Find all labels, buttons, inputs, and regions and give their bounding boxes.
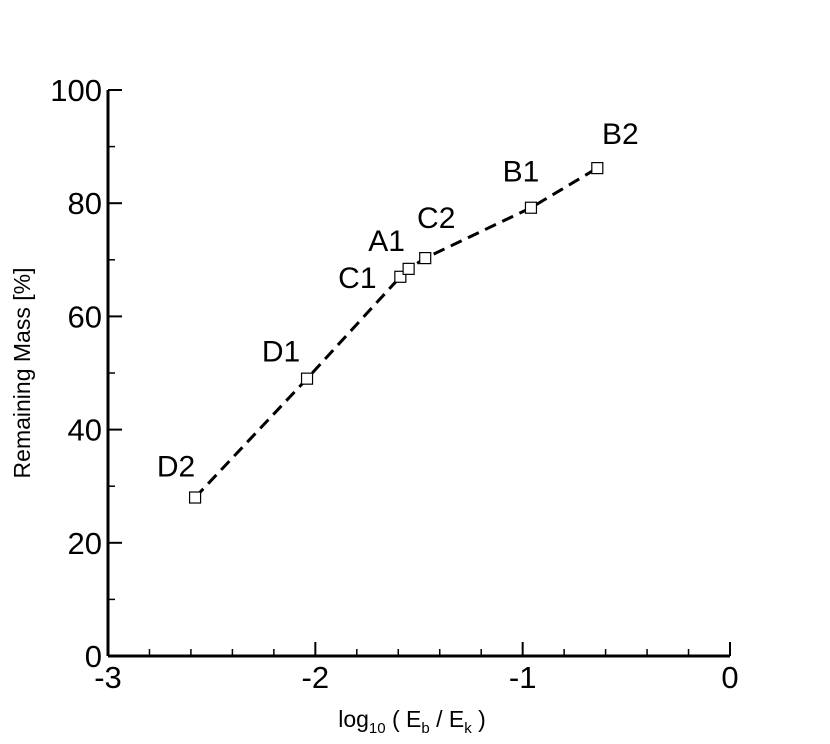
- x-title-subscript: k: [464, 720, 472, 737]
- y-tick-label: 80: [68, 186, 102, 221]
- y-tick-label: 100: [50, 73, 102, 108]
- point-label: B1: [503, 156, 540, 189]
- data-point: [591, 162, 604, 175]
- data-point: [188, 491, 202, 504]
- x-title-part: log: [338, 706, 369, 732]
- point-label: B2: [602, 118, 639, 151]
- data-point: [419, 252, 432, 265]
- point-label: D1: [262, 336, 300, 369]
- point-label: D2: [157, 451, 195, 484]
- x-title-part: ): [472, 706, 486, 732]
- y-tick-label: 60: [68, 299, 102, 334]
- data-point: [394, 270, 407, 283]
- data-line: [193, 166, 599, 499]
- point-label: C1: [338, 262, 376, 295]
- x-title-subscript: 10: [369, 720, 386, 737]
- y-tick-label: 0: [85, 639, 102, 674]
- x-title-part: ( E: [386, 706, 422, 732]
- y-axis-title: Remaining Mass [%]: [9, 268, 35, 479]
- y-tick-label: 20: [68, 526, 102, 561]
- x-tick-label: -1: [509, 660, 537, 695]
- x-title-part: / E: [430, 706, 465, 732]
- point-label: C2: [417, 202, 455, 235]
- x-axis-title: log10 ( Eb / Ek ): [338, 706, 486, 737]
- x-tick-label: -3: [94, 660, 122, 695]
- data-point: [402, 262, 415, 275]
- data-point: [300, 372, 314, 385]
- y-tick-label: 40: [68, 413, 102, 448]
- x-tick-label: 0: [721, 660, 738, 695]
- x-title-subscript: b: [421, 720, 429, 737]
- data-point: [524, 201, 538, 214]
- x-tick-label: -2: [302, 660, 330, 695]
- point-label: A1: [368, 225, 405, 258]
